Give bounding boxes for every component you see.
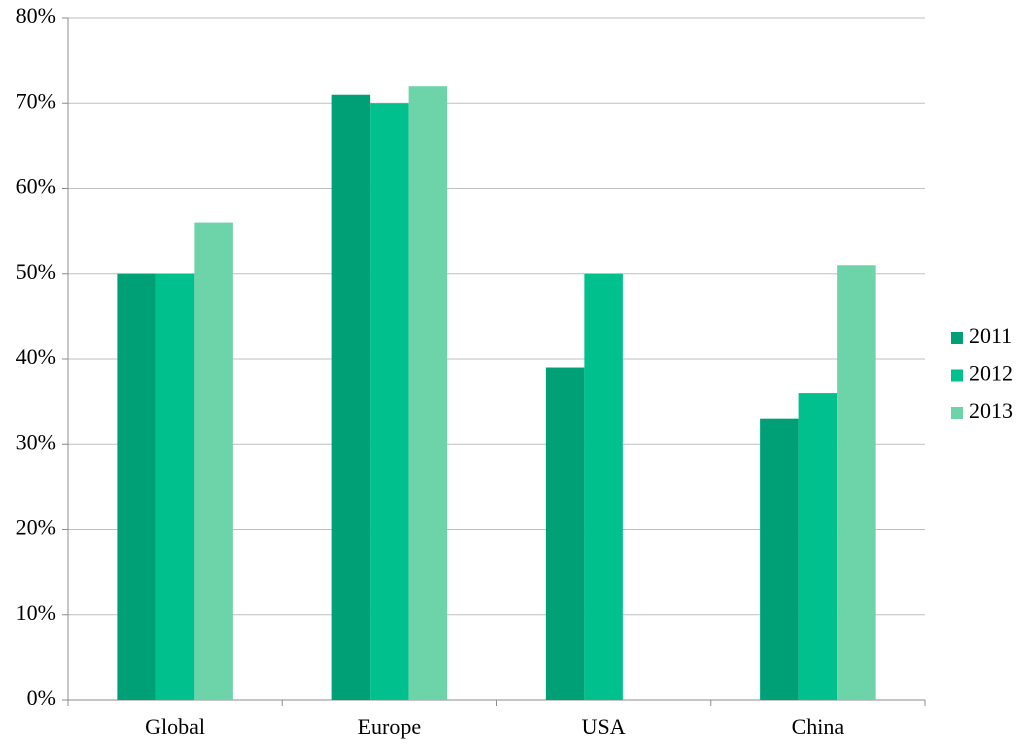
bar — [331, 94, 371, 701]
y-tick-label: 80% — [16, 3, 56, 28]
y-tick-label: 60% — [16, 174, 56, 199]
y-tick-label: 50% — [16, 259, 56, 284]
legend-swatch — [951, 407, 963, 419]
y-tick-label: 20% — [16, 515, 56, 540]
bar — [545, 367, 585, 700]
y-tick-label: 40% — [16, 344, 56, 369]
bar — [760, 418, 799, 700]
bar — [117, 273, 156, 700]
x-tick-label: Europe — [358, 714, 422, 739]
bar — [370, 103, 409, 700]
legend-swatch — [951, 369, 963, 382]
y-tick-label: 30% — [16, 429, 56, 454]
bar — [798, 393, 838, 700]
legend-label: 2012 — [969, 361, 1013, 386]
bar — [837, 265, 876, 700]
legend-label: 2013 — [969, 398, 1013, 423]
x-tick-label: USA — [582, 714, 626, 739]
y-tick-label: 10% — [16, 600, 56, 625]
bar — [584, 273, 623, 700]
bar — [408, 86, 448, 700]
x-tick-label: Global — [145, 714, 205, 739]
y-tick-label: 70% — [16, 88, 56, 113]
x-tick-label: China — [792, 714, 845, 739]
bar — [194, 222, 233, 700]
bar — [155, 273, 195, 700]
y-tick-label: 0% — [27, 685, 56, 710]
legend-swatch — [951, 332, 963, 344]
legend-label: 2011 — [969, 323, 1012, 348]
